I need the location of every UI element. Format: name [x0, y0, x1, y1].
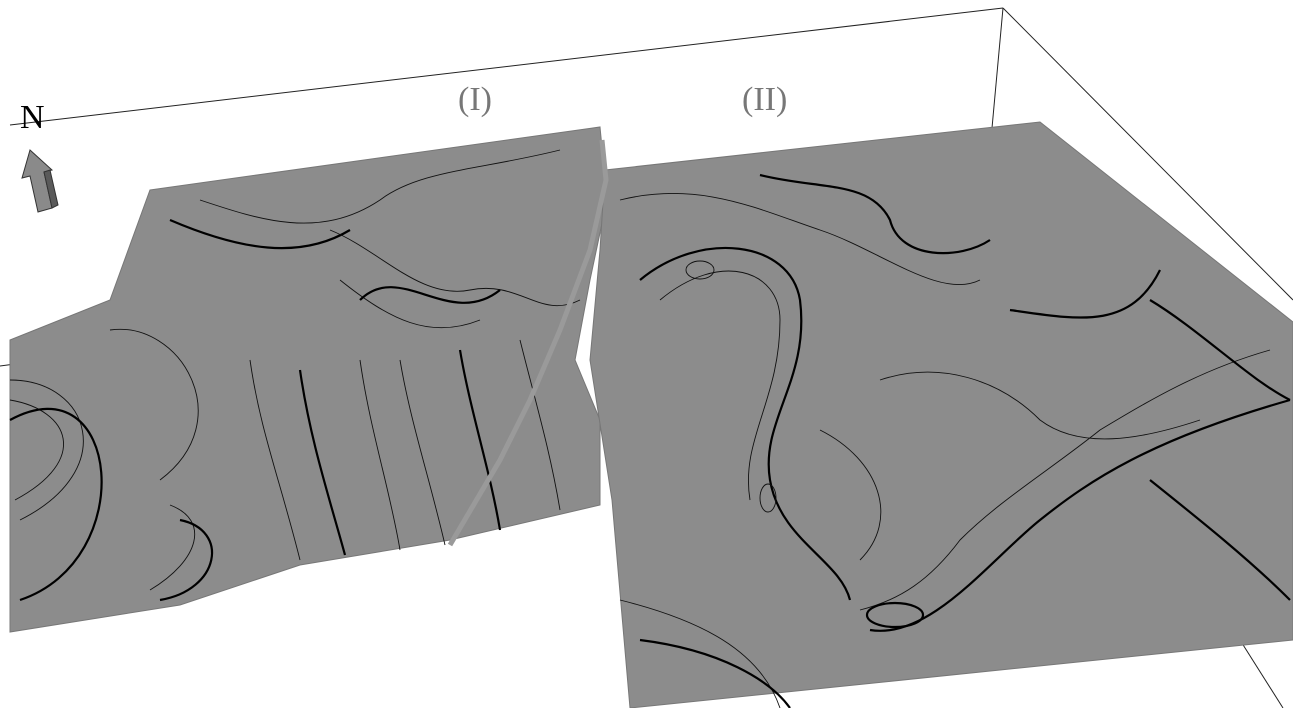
region-label: (II) — [742, 81, 787, 118]
north-arrow — [22, 150, 58, 212]
north-label: N — [20, 99, 45, 136]
region-label: (I) — [458, 81, 492, 118]
surface-region-1 — [10, 127, 607, 632]
surface-region-2 — [590, 122, 1293, 708]
terrain-map: N (I) (II) — [0, 0, 1293, 708]
